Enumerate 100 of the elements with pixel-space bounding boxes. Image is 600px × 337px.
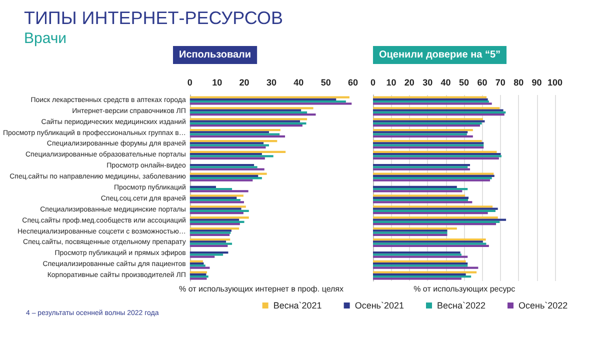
bar [373, 129, 473, 132]
bar [373, 216, 498, 219]
bar [190, 212, 244, 214]
bar [190, 124, 302, 127]
bar [190, 228, 240, 230]
x-tick-label: 60 [348, 78, 358, 88]
bar [373, 111, 506, 114]
bar [373, 271, 477, 274]
x-tick-label: 0 [187, 78, 192, 88]
bar [373, 196, 469, 199]
bar [373, 218, 506, 221]
bar [190, 118, 308, 120]
bar [190, 271, 208, 274]
bar [190, 168, 264, 170]
bar [190, 155, 274, 158]
bar [373, 234, 448, 236]
bar [190, 266, 210, 269]
bar [190, 190, 248, 192]
bar [190, 111, 308, 114]
bar [190, 238, 230, 241]
bar [190, 254, 224, 256]
bar [190, 273, 206, 276]
x-axis-title: % от использующих ресурс [414, 284, 516, 294]
bar [190, 201, 244, 204]
bar [190, 196, 237, 199]
bar [373, 190, 462, 192]
bar [373, 201, 472, 204]
legend-label: Осень`2022 [518, 300, 568, 310]
bar [373, 262, 468, 265]
bar [373, 220, 500, 223]
bar [373, 135, 473, 138]
x-tick-label: 60 [477, 78, 488, 88]
x-tick-label: 30 [422, 78, 433, 88]
bar [373, 102, 492, 105]
x-tick-label: 30 [266, 78, 276, 88]
bar [190, 150, 286, 154]
x-tick-label: 20 [404, 78, 414, 88]
bar [373, 273, 466, 276]
bar [373, 122, 482, 124]
bar [373, 264, 468, 267]
bar [373, 278, 462, 280]
bar [373, 140, 482, 142]
bar [190, 179, 253, 182]
bar [373, 222, 496, 226]
bar [190, 131, 269, 134]
bar [190, 222, 240, 226]
bar [190, 157, 265, 160]
bar [373, 150, 497, 154]
bar [190, 206, 246, 208]
bar [373, 198, 468, 202]
bar [373, 109, 504, 112]
x-tick-label: 50 [458, 78, 470, 88]
bar [190, 96, 350, 98]
legend-label: Весна`2022 [437, 300, 486, 310]
bar [190, 114, 316, 116]
bar [190, 172, 267, 175]
bar [190, 146, 266, 148]
bar [190, 142, 264, 144]
bar [373, 188, 468, 190]
bar [373, 208, 498, 210]
bar [190, 252, 228, 254]
bar [373, 164, 470, 166]
bar [190, 166, 258, 168]
bar [190, 109, 302, 112]
bar [190, 242, 232, 245]
legend-label: Весна`2021 [273, 300, 322, 310]
bar [373, 194, 466, 197]
bar [373, 212, 488, 214]
bar [373, 168, 470, 170]
bar [373, 100, 489, 103]
bar [373, 186, 457, 188]
bar [190, 234, 230, 236]
x-tick-label: 80 [514, 78, 524, 88]
chart-title: Использовали [179, 50, 252, 60]
bar [190, 220, 244, 223]
x-tick-label: 90 [532, 78, 542, 88]
bar [190, 153, 262, 156]
bar [190, 240, 226, 243]
bar [373, 266, 478, 269]
bar [373, 244, 489, 247]
bar [190, 260, 203, 262]
bar [190, 244, 228, 247]
bar [190, 208, 242, 210]
bar [373, 276, 472, 278]
bar [373, 238, 486, 241]
x-axis-title: % от использующих интернет в проф. целях [179, 284, 344, 294]
x-tick-label: 20 [239, 78, 250, 88]
x-tick-label: 40 [294, 78, 304, 88]
bar [190, 177, 262, 180]
bar [373, 114, 504, 116]
bar [190, 129, 280, 132]
bar [373, 206, 493, 208]
bar [190, 256, 215, 258]
bar [190, 186, 216, 188]
bar [190, 133, 280, 136]
bar [373, 256, 468, 258]
text: Врачи [24, 30, 67, 47]
bar [190, 98, 336, 100]
bar [190, 198, 240, 202]
bar [190, 218, 240, 221]
